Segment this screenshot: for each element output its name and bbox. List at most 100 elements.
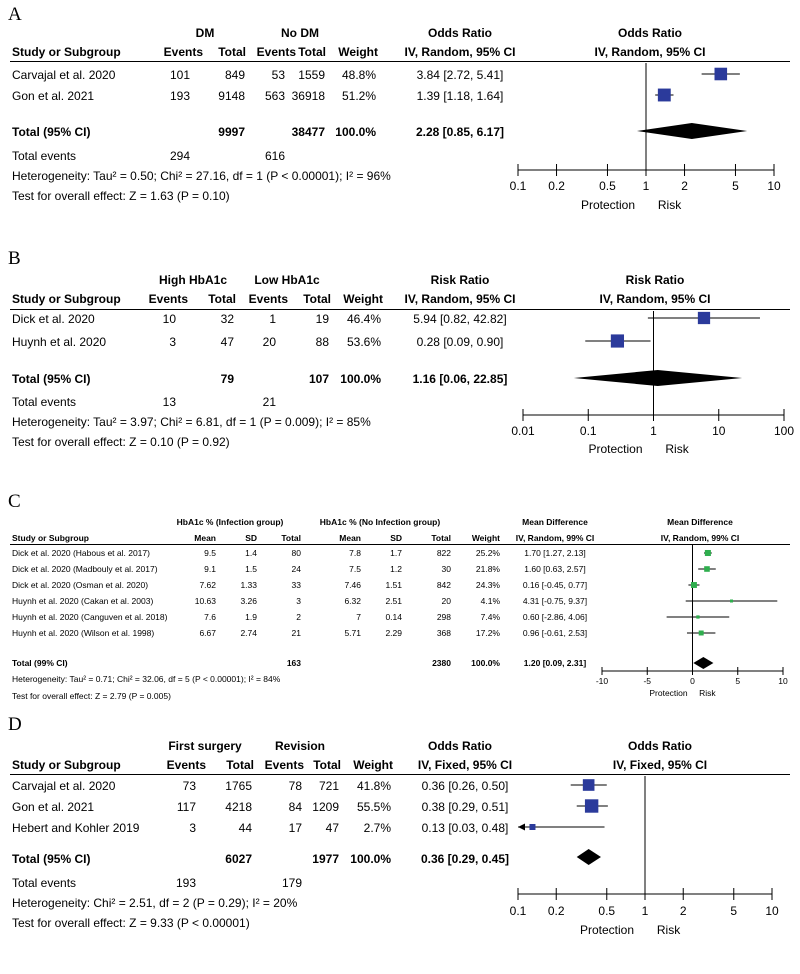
tick-label: 0.1 bbox=[580, 424, 597, 438]
total-total-2: 38477 bbox=[291, 125, 325, 139]
study-total-1: 2 bbox=[296, 612, 301, 622]
group1-header: DM bbox=[195, 26, 215, 40]
study-total-1: 9148 bbox=[218, 89, 245, 103]
study-mean-1: 7.62 bbox=[199, 580, 216, 590]
study-sd-2: 2.29 bbox=[385, 628, 402, 638]
effect-box bbox=[704, 566, 710, 572]
study-total-2: 842 bbox=[436, 580, 451, 590]
study-sd-1: 1.4 bbox=[245, 548, 257, 558]
study-mean-1: 9.1 bbox=[204, 564, 216, 574]
tick-label: 10 bbox=[712, 424, 726, 438]
study-total-2: 298 bbox=[436, 612, 451, 622]
method-label: IV, Random, 95% CI bbox=[404, 292, 516, 306]
effect-box bbox=[690, 582, 697, 588]
study-sd-1: 1.5 bbox=[245, 564, 257, 574]
tick-label: 0.5 bbox=[599, 179, 616, 193]
col-sd-1: SD bbox=[245, 533, 257, 543]
tick-label: -5 bbox=[643, 676, 651, 686]
method-label: IV, Random, 95% CI bbox=[404, 45, 516, 59]
events-1: 294 bbox=[169, 149, 190, 163]
tick-label: 5 bbox=[730, 904, 737, 918]
col-study: Study or Subgroup bbox=[12, 758, 121, 772]
study-ci: 5.94 [0.82, 42.82] bbox=[413, 312, 507, 326]
events-2: 616 bbox=[264, 149, 285, 163]
study-sd-2: 1.2 bbox=[390, 564, 402, 574]
effect-title: Mean Difference bbox=[522, 517, 588, 527]
study-name: Huynh et al. 2020 (Cakan et al. 2003) bbox=[12, 596, 154, 606]
study-name: Dick et al. 2020 (Habous et al. 2017) bbox=[12, 548, 150, 558]
study-total-2: 47 bbox=[325, 821, 339, 835]
effect-box bbox=[582, 779, 595, 791]
study-weight: 7.4% bbox=[480, 612, 500, 622]
forest-plot-d: 0.1 0.2 0.5 1 2 5 10 Protection Risk bbox=[510, 776, 779, 937]
panel-c: C HbA1c % (Infection group) HbA1c % (No … bbox=[0, 485, 800, 705]
favours-right-label: Risk bbox=[658, 198, 682, 212]
total-total-1: 6027 bbox=[225, 852, 252, 866]
col-study: Study or Subgroup bbox=[12, 292, 121, 306]
plot-method-label: IV, Random, 99% CI bbox=[660, 533, 740, 543]
study-events-1: 3 bbox=[169, 335, 176, 349]
study-weight: 21.8% bbox=[475, 564, 500, 574]
header-rule bbox=[10, 544, 790, 545]
panel-d: D First surgery Revision Odds Ratio Odds… bbox=[0, 714, 800, 974]
events-label: Total events bbox=[12, 149, 77, 163]
study-sd-1: 1.9 bbox=[245, 612, 257, 622]
method-label: IV, Fixed, 95% CI bbox=[417, 758, 513, 772]
favours-left-label: Protection bbox=[649, 688, 688, 698]
header-rule bbox=[10, 774, 790, 775]
plot-method-label: IV, Random, 95% CI bbox=[594, 45, 706, 59]
favours-right-label: Risk bbox=[665, 442, 689, 456]
study-total-1: 3 bbox=[296, 596, 301, 606]
study-name: Carvajal et al. 2020 bbox=[12, 68, 116, 82]
heterogeneity: Heterogeneity: Tau² = 3.97; Chi² = 6.81,… bbox=[12, 415, 371, 429]
pooled-diamond bbox=[693, 657, 714, 669]
study-mean-1: 6.67 bbox=[199, 628, 216, 638]
study-name: Hebert and Kohler 2019 bbox=[12, 821, 140, 835]
events-1: 193 bbox=[175, 876, 196, 890]
tick-label: -10 bbox=[596, 676, 609, 686]
tick-label: 0.2 bbox=[548, 904, 565, 918]
col-mean-2: Mean bbox=[339, 533, 361, 543]
study-total-1: 849 bbox=[224, 68, 245, 82]
panel-a: A DM No DM Odds Ratio Odds Ratio Study o… bbox=[0, 0, 800, 225]
study-total-1: 80 bbox=[291, 548, 301, 558]
total-weight: 100.0% bbox=[340, 372, 381, 386]
events-2: 21 bbox=[262, 395, 276, 409]
study-total-1: 32 bbox=[220, 312, 234, 326]
study-name: Dick et al. 2020 (Madbouly et al. 2017) bbox=[12, 564, 158, 574]
study-mean-2: 6.32 bbox=[344, 596, 361, 606]
study-total-1: 47 bbox=[220, 335, 234, 349]
method-label: IV, Random, 99% CI bbox=[515, 533, 595, 543]
study-events-2: 53 bbox=[271, 68, 285, 82]
plot-title: Odds Ratio bbox=[627, 739, 692, 753]
tick-label: 10 bbox=[765, 904, 779, 918]
total-weight: 100.0% bbox=[471, 658, 500, 668]
study-events-2: 1 bbox=[269, 312, 276, 326]
col-total-1: Total bbox=[218, 45, 246, 59]
col-total-2: Total bbox=[313, 758, 341, 772]
effect-title: Odds Ratio bbox=[427, 26, 492, 40]
study-weight: 53.6% bbox=[346, 335, 381, 349]
tick-label: 5 bbox=[732, 179, 739, 193]
study-events-1: 193 bbox=[169, 89, 190, 103]
study-ci: 3.84 [2.72, 5.41] bbox=[416, 68, 504, 82]
study-ci: 0.60 [-2.86, 4.06] bbox=[522, 612, 588, 622]
heterogeneity: Heterogeneity: Tau² = 0.71; Chi² = 32.06… bbox=[12, 674, 281, 684]
overall-effect: Test for overall effect: Z = 2.79 (P = 0… bbox=[12, 691, 171, 701]
study-ci: 1.70 [1.27, 2.13] bbox=[524, 548, 586, 558]
effect-box bbox=[697, 311, 711, 325]
total-total-1: 79 bbox=[220, 372, 234, 386]
study-events-1: 73 bbox=[182, 779, 196, 793]
study-events-1: 10 bbox=[162, 312, 176, 326]
study-total-1: 24 bbox=[291, 564, 301, 574]
study-weight: 48.8% bbox=[341, 68, 376, 82]
plot-method-label: IV, Random, 95% CI bbox=[599, 292, 711, 306]
tick-label: 2 bbox=[681, 179, 688, 193]
total-weight: 100.0% bbox=[350, 852, 391, 866]
study-total-2: 19 bbox=[315, 312, 329, 326]
group2-header: Revision bbox=[274, 739, 325, 753]
study-total-1: 44 bbox=[238, 821, 252, 835]
panel-label: A bbox=[8, 4, 22, 25]
study-total-1: 21 bbox=[291, 628, 301, 638]
favours-left-label: Protection bbox=[580, 923, 634, 937]
